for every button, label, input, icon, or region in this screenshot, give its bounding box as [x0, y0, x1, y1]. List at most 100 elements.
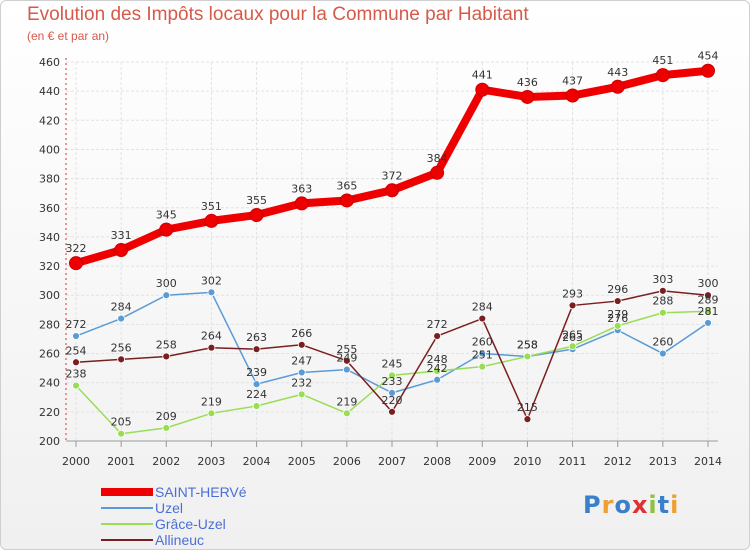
- data-point: [388, 371, 396, 380]
- data-label: 281: [698, 305, 719, 318]
- data-label: 255: [336, 343, 357, 356]
- data-point: [520, 89, 535, 104]
- data-point: [252, 345, 261, 354]
- y-tick-label: 420: [39, 114, 60, 127]
- data-point: [704, 307, 712, 316]
- data-label: 263: [562, 331, 583, 344]
- brand-logo-letter: o: [614, 491, 632, 519]
- data-label: 258: [156, 338, 177, 351]
- x-tick-label: 2007: [378, 455, 406, 468]
- y-tick-label: 360: [39, 202, 60, 215]
- y-tick-label: 320: [39, 260, 60, 273]
- data-point: [430, 165, 445, 180]
- x-tick-label: 2000: [62, 455, 90, 468]
- x-tick-label: 2002: [152, 455, 180, 468]
- data-label: 220: [382, 394, 403, 407]
- data-label: 258: [517, 338, 538, 351]
- data-point: [162, 423, 171, 432]
- data-point: [658, 286, 667, 295]
- data-label: 345: [156, 209, 177, 222]
- data-point: [297, 368, 306, 377]
- data-point: [207, 343, 216, 352]
- x-tick-label: 2014: [694, 455, 722, 468]
- y-tick-label: 220: [39, 406, 60, 419]
- legend-swatch: [101, 488, 153, 496]
- data-point: [207, 409, 216, 418]
- data-point: [658, 308, 667, 317]
- data-label: 260: [652, 336, 673, 349]
- x-tick-label: 2008: [423, 455, 451, 468]
- data-point: [339, 193, 354, 208]
- data-point: [433, 332, 442, 340]
- legend-label: Grâce-Uzel: [155, 516, 226, 532]
- data-label: 279: [607, 308, 628, 321]
- brand-logo-letter: i: [648, 491, 658, 519]
- data-label: 365: [336, 179, 357, 192]
- data-label: 239: [246, 366, 267, 379]
- brand-logo-letter: r: [601, 491, 615, 519]
- data-point: [297, 340, 306, 349]
- data-label: 264: [201, 330, 222, 343]
- data-label: 300: [698, 277, 719, 290]
- data-point: [114, 243, 129, 258]
- data-point: [297, 390, 306, 399]
- y-tick-label: 300: [39, 289, 60, 302]
- data-point: [478, 362, 487, 371]
- data-point: [523, 415, 532, 424]
- data-label: 265: [562, 328, 583, 341]
- data-point: [568, 301, 577, 310]
- data-label: 322: [66, 242, 87, 255]
- legend-swatch: [101, 523, 153, 525]
- data-point: [475, 82, 490, 97]
- data-label: 284: [472, 301, 493, 314]
- data-point: [565, 88, 580, 103]
- brand-logo-letter: t: [657, 491, 671, 519]
- y-tick-label: 400: [39, 143, 60, 156]
- brand-logo: Proxiti: [583, 491, 679, 519]
- chart-title: Evolution des Impôts locaux pour la Comm…: [27, 4, 529, 25]
- data-point: [342, 409, 351, 418]
- data-label: 245: [382, 357, 403, 370]
- data-point: [72, 332, 80, 340]
- data-label: 293: [562, 287, 583, 300]
- y-tick-label: 460: [39, 56, 60, 69]
- data-label: 272: [427, 318, 448, 331]
- data-point: [704, 319, 712, 327]
- data-point: [613, 321, 622, 330]
- data-label: 249: [336, 352, 357, 365]
- data-label: 441: [472, 69, 493, 82]
- x-tick-label: 2004: [243, 455, 271, 468]
- x-tick-label: 2003: [197, 455, 225, 468]
- data-label: 372: [382, 169, 403, 182]
- brand-logo-letter: P: [583, 491, 602, 519]
- y-tick-label: 240: [39, 377, 60, 390]
- data-point: [342, 365, 351, 374]
- data-point: [342, 356, 351, 365]
- brand-logo-letter: i: [670, 491, 680, 519]
- data-label: 242: [427, 362, 448, 375]
- legend-swatch: [101, 507, 153, 509]
- data-label: 247: [291, 354, 312, 367]
- data-point: [388, 407, 396, 416]
- data-point: [117, 314, 126, 323]
- data-label: 256: [111, 341, 132, 354]
- data-label: 454: [698, 50, 719, 63]
- data-point: [207, 288, 216, 297]
- data-label: 219: [201, 395, 222, 408]
- data-label: 276: [607, 312, 628, 325]
- x-tick-label: 2006: [333, 455, 361, 468]
- data-label: 205: [111, 416, 132, 429]
- data-point: [523, 352, 532, 361]
- y-tick-label: 380: [39, 173, 60, 186]
- data-point: [69, 256, 83, 271]
- data-label: 437: [562, 75, 583, 88]
- data-point: [117, 355, 126, 364]
- data-point: [252, 402, 261, 410]
- data-label: 248: [427, 353, 448, 366]
- legend-label: Allineuc: [155, 532, 205, 548]
- data-label: 288: [652, 295, 673, 308]
- data-label: 300: [156, 277, 177, 290]
- data-point: [433, 367, 442, 375]
